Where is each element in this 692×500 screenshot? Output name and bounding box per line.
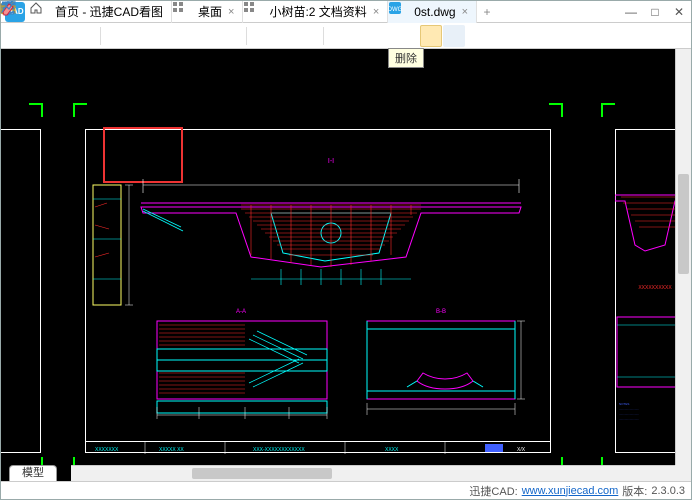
statusbar: 迅捷CAD: www.xunjiecad.com 版本: 2.3.0.3	[1, 481, 691, 499]
close-icon[interactable]: ×	[462, 6, 468, 18]
horizontal-scrollbar[interactable]	[71, 465, 675, 481]
print-icon[interactable]	[74, 25, 96, 47]
tab-home[interactable]: 首页 - 迅捷CAD看图	[29, 1, 172, 23]
save-icon[interactable]	[51, 25, 73, 47]
zoom-extents-icon[interactable]	[151, 25, 173, 47]
svg-text:XXXXXXXXXX: XXXXXXXXXX	[638, 285, 672, 291]
measure-icon[interactable]	[351, 25, 373, 47]
left-section	[87, 179, 147, 313]
svg-text:DWG: DWG	[388, 7, 402, 13]
drawing-frame	[1, 129, 41, 453]
svg-text:XXXXX XX: XXXXX XX	[159, 447, 184, 453]
line-icon[interactable]	[328, 25, 350, 47]
zoom-in-icon[interactable]	[174, 25, 196, 47]
svg-text:NOTES: NOTES	[619, 402, 629, 406]
crop-mark	[29, 103, 43, 117]
svg-text:........................: ........................	[619, 412, 639, 416]
grid-icon	[251, 5, 265, 19]
grid-icon	[180, 5, 194, 19]
vertical-scrollbar[interactable]	[675, 49, 691, 465]
status-url-link[interactable]: www.xunjiecad.com	[522, 485, 619, 497]
refresh-icon[interactable]	[220, 25, 242, 47]
tab-dwg[interactable]: DWG 0st.dwg ×	[388, 1, 477, 23]
pan-icon[interactable]	[105, 25, 127, 47]
minimize-button[interactable]: —	[619, 2, 643, 22]
zoom-out-icon[interactable]	[197, 25, 219, 47]
copy-icon[interactable]	[251, 25, 273, 47]
titlebar: CAD 首页 - 迅捷CAD看图 桌面 × 小树苗:2 文档资料 × DWG	[1, 1, 691, 23]
tab-label: 桌面	[198, 3, 222, 20]
tree-icon[interactable]	[28, 25, 50, 47]
scroll-corner	[675, 465, 691, 481]
drawing-canvas[interactable]: I-I	[1, 49, 691, 481]
svg-text:XXXX: XXXX	[385, 447, 399, 453]
status-version-label: 版本:	[622, 483, 647, 499]
sort-icon[interactable]	[397, 25, 419, 47]
erase-icon[interactable]	[420, 25, 442, 47]
crop-mark	[549, 103, 563, 117]
svg-text:X/X: X/X	[517, 447, 526, 453]
svg-text:........................: ........................	[619, 407, 639, 411]
maximize-button[interactable]: □	[643, 2, 667, 22]
close-icon[interactable]: ×	[373, 6, 379, 18]
section-view-right: B-B	[357, 303, 527, 421]
polyline-icon[interactable]	[443, 25, 465, 47]
tooltip: 删除	[388, 48, 424, 68]
dwg-icon: DWG	[396, 5, 410, 19]
zoom-window-icon[interactable]	[128, 25, 150, 47]
svg-text:XXX-XXXXXXXXXXXX: XXX-XXXXXXXXXXXX	[253, 447, 305, 453]
tab-label: 0st.dwg	[414, 5, 455, 19]
toolbar: A	[1, 23, 691, 49]
plan-view-left: A-A	[149, 303, 335, 421]
home-icon	[37, 5, 51, 19]
svg-text:A-A: A-A	[236, 309, 246, 315]
tab-add-button[interactable]: +	[477, 5, 497, 19]
layers-icon[interactable]	[297, 25, 319, 47]
title-block: XXXXXXX XXXXX XX XXX-XXXXXXXXXXXX XXXX X…	[85, 441, 551, 453]
status-version: 2.3.0.3	[651, 485, 685, 497]
text-icon[interactable]: A	[374, 25, 396, 47]
crop-mark	[601, 103, 615, 117]
model-space-tab[interactable]: 模型	[9, 465, 57, 481]
window-controls: — □ ✕	[619, 2, 691, 22]
tab-desktop[interactable]: 桌面 ×	[172, 1, 243, 23]
tab-label: 首页 - 迅捷CAD看图	[55, 3, 163, 20]
svg-text:I-I: I-I	[328, 158, 334, 165]
svg-text:XXXXXXX: XXXXXXX	[95, 447, 119, 453]
close-button[interactable]: ✕	[667, 2, 691, 22]
box-icon[interactable]	[274, 25, 296, 47]
tab-label: 小树苗:2 文档资料	[269, 3, 366, 20]
tab-doc[interactable]: 小树苗:2 文档资料 ×	[243, 1, 388, 23]
svg-text:B-B: B-B	[436, 309, 446, 315]
crop-mark	[73, 103, 87, 117]
svg-text:........................: ........................	[619, 417, 639, 421]
folder-open-icon[interactable]	[5, 25, 27, 47]
status-prefix: 迅捷CAD:	[469, 483, 517, 499]
close-icon[interactable]: ×	[228, 6, 234, 18]
top-section-view: I-I	[121, 149, 541, 289]
